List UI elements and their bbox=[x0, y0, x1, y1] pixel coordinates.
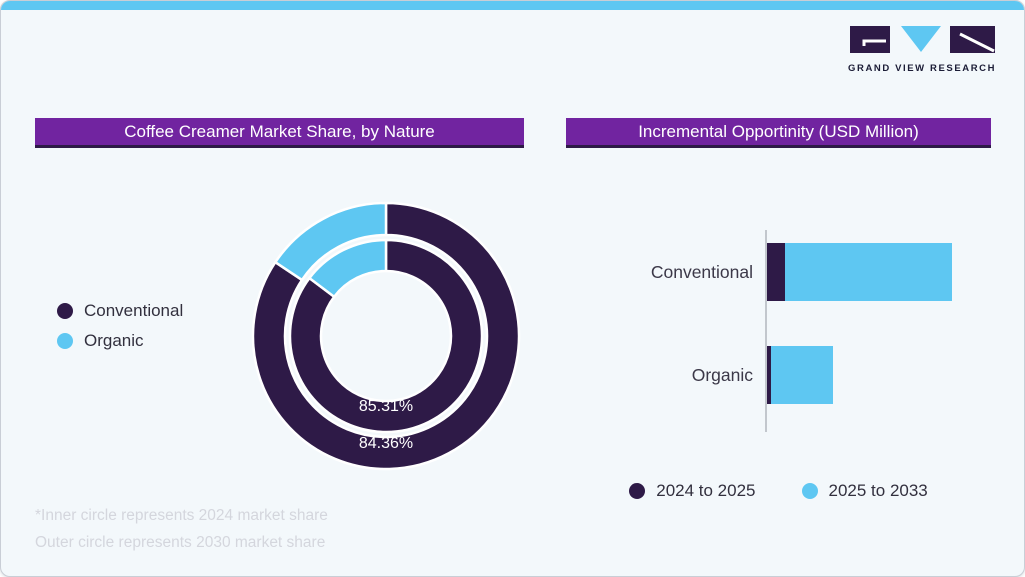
brand-logo: GRAND VIEW RESEARCH bbox=[848, 26, 996, 74]
double-donut-chart: 85.31% 84.36% bbox=[251, 201, 521, 471]
legend-item-2025-2033: 2025 to 2033 bbox=[801, 481, 928, 501]
logo-v-triangle-icon bbox=[900, 26, 941, 52]
legend-item-conventional: Conventional bbox=[57, 301, 183, 321]
legend-label: Conventional bbox=[84, 301, 184, 320]
brand-name: GRAND VIEW RESEARCH bbox=[848, 63, 997, 74]
donut-chart-title: Coffee Creamer Market Share, by Nature bbox=[35, 118, 524, 148]
logo-r-glyph-icon bbox=[958, 32, 995, 53]
footnote: *Inner circle represents 2024 market sha… bbox=[35, 502, 328, 556]
gvr-logo-mark-icon bbox=[849, 26, 995, 53]
footnote-line-2: Outer circle represents 2030 market shar… bbox=[35, 534, 326, 551]
bar-chart-title: Incremental Opportinity (USD Million) bbox=[566, 118, 991, 148]
incremental-opportunity-bar-chart: Conventional Organic bbox=[601, 230, 1021, 432]
category-label-organic: Organic bbox=[691, 365, 753, 385]
bar-chart-legend: 2024 to 2025 2025 to 2033 bbox=[566, 481, 991, 501]
logo-g-glyph-icon bbox=[862, 39, 886, 46]
donut-legend: Conventional Organic bbox=[57, 301, 183, 351]
donut-segment-inner-conventional bbox=[288, 238, 484, 434]
series-2025-2033-dot-icon bbox=[801, 483, 818, 499]
donut-segment-inner-organic bbox=[308, 238, 388, 299]
donut-value-label-outer: 84.36% bbox=[359, 435, 413, 452]
legend-label: Organic bbox=[84, 331, 144, 350]
legend-item-organic: Organic bbox=[57, 331, 183, 351]
bar-segment-organic-2025-to-2033 bbox=[771, 346, 833, 404]
donut-value-label-inner: 85.31% bbox=[359, 398, 413, 415]
donut-segment-outer-conventional bbox=[251, 201, 521, 471]
legend-label: 2024 to 2025 bbox=[656, 481, 756, 500]
footnote-line-1: *Inner circle represents 2024 market sha… bbox=[35, 507, 328, 524]
category-label-conventional: Conventional bbox=[650, 262, 753, 282]
top-accent-strip bbox=[1, 1, 1024, 10]
legend-item-2024-2025: 2024 to 2025 bbox=[629, 481, 756, 501]
legend-label: 2025 to 2033 bbox=[828, 481, 928, 500]
organic-legend-dot-icon bbox=[57, 333, 73, 349]
conventional-legend-dot-icon bbox=[57, 303, 73, 319]
bar-segment-conventional-2024-to-2025 bbox=[767, 243, 785, 301]
donut-segment-outer-organic bbox=[274, 201, 388, 282]
value-axis-line bbox=[765, 230, 767, 432]
bar-segment-conventional-2025-to-2033 bbox=[785, 243, 952, 301]
series-2024-2025-dot-icon bbox=[629, 483, 646, 499]
bar-segment-organic-2024-to-2025 bbox=[767, 346, 771, 404]
